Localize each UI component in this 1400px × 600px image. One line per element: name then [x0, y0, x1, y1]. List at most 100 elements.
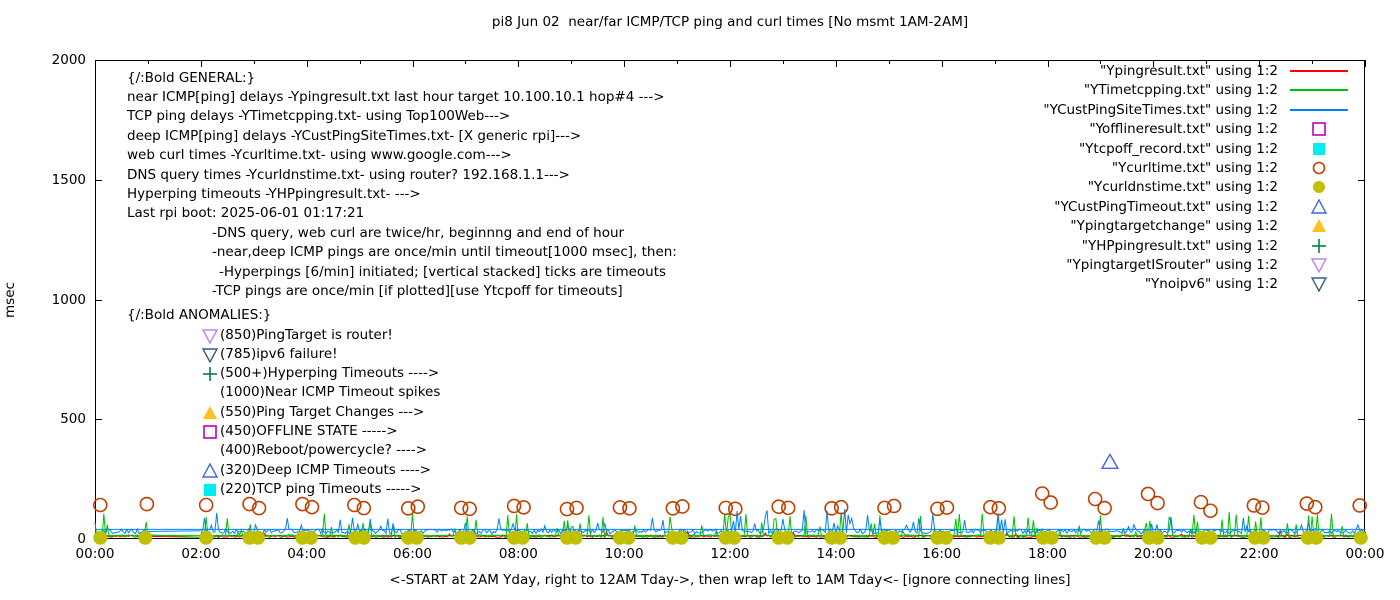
legend-label: "Ycurldnstime.txt" using 1:2 [1087, 179, 1278, 196]
legend-label: "Ypingtargetchange" using 1:2 [1070, 218, 1278, 235]
curl-time-point [1255, 500, 1270, 515]
square-open-icon [203, 425, 217, 439]
legend-row: "YpingtargetISrouter" using 1:2 [900, 256, 1350, 274]
curl-time-point [727, 501, 743, 517]
x-tick-label: 20:00 [1133, 546, 1173, 562]
legend-label: "YCustPingTimeout.txt" using 1:2 [1054, 198, 1278, 215]
triangle-up-filled-icon [203, 405, 217, 419]
dns-time-point [833, 530, 848, 545]
curl-time-point [939, 500, 955, 515]
curl-time-point [410, 499, 426, 514]
curl-time-point [877, 500, 892, 516]
anomaly-item: (320)Deep ICMP Timeouts ----> [202, 462, 431, 479]
curl-time-point [1140, 486, 1156, 502]
legend-label: "Ytcpoff_record.txt" using 1:2 [1078, 140, 1278, 157]
dns-time-point [727, 530, 742, 545]
anomaly-item: (400)Reboot/powercycle? ----> [202, 442, 427, 459]
dns-time-point [1256, 530, 1271, 545]
curl-time-point [1150, 495, 1165, 511]
square-filled-icon [204, 484, 216, 497]
x-tick-label: 08:00 [498, 546, 538, 562]
curl-time-point [251, 500, 267, 516]
general-line: near ICMP[ping] delays -Ypingresult.txt … [127, 88, 665, 105]
general-line: Hyperping timeouts -YHPpingresult.txt- -… [127, 185, 421, 202]
general-line: Last rpi boot: 2025-06-01 01:17:21 [127, 205, 365, 222]
deep-icmp-timeout-point [1100, 452, 1120, 470]
legend-label: "Yofflineresult.txt" using 1:2 [1089, 121, 1278, 138]
legend-label: "YHPpingresult.txt" using 1:2 [1081, 237, 1278, 254]
plus-icon [203, 367, 217, 382]
legend-row: "Ypingresult.txt" using 1:2 [900, 62, 1350, 80]
legend-swatch [1288, 179, 1350, 195]
curl-time-point [1097, 500, 1112, 516]
line-icon [1290, 70, 1348, 72]
curl-time-point [930, 501, 945, 517]
anomaly-label: (1000)Near ICMP Timeout spikes [220, 384, 441, 401]
dns-time-point [1150, 530, 1165, 545]
dns-time-point [199, 530, 214, 545]
general-line: deep ICMP[ping] delays -YCustPingSiteTim… [127, 127, 582, 144]
anomaly-item: (550)Ping Target Changes ---> [202, 404, 424, 421]
dns-time-point [409, 530, 424, 545]
x-tick-label: 04:00 [287, 546, 327, 562]
triangle-up-filled-key [202, 405, 218, 420]
general-line: -DNS query, web curl are twice/hr, begin… [212, 224, 625, 241]
legend-label: "Ypingresult.txt" using 1:2 [1100, 63, 1278, 79]
legend-row: "Ynoipv6" using 1:2 [900, 275, 1350, 293]
circle-filled-icon [1313, 181, 1325, 194]
y-tick-label: 2000 [51, 52, 86, 68]
no-marker-spacer [202, 385, 218, 400]
curl-time-point [242, 496, 257, 512]
anomaly-item: (785)ipv6 failure! [202, 346, 338, 363]
y-tick-label: 1000 [51, 291, 86, 308]
legend-swatch [1288, 82, 1350, 98]
square-open-key [202, 424, 218, 439]
x-tick-label: 14:00 [816, 546, 856, 562]
legend-label: "YCustPingSiteTimes.txt" using 1:2 [1043, 101, 1278, 118]
curl-time-point [622, 501, 637, 516]
general-line: web curl times -Ycurltime.txt- using www… [127, 147, 512, 164]
triangle-down-open-key [202, 328, 218, 344]
legend-label: "Ynoipv6" using 1:2 [1144, 276, 1278, 293]
curl-time-point [453, 500, 469, 516]
curl-time-point [559, 501, 575, 517]
chart-title: pi8 Jun 02 near/far ICMP/TCP ping and cu… [491, 14, 969, 30]
anomaly-label: (220)TCP ping Timeouts -----> [220, 481, 422, 498]
dns-time-point [1353, 530, 1368, 545]
curl-time-point [516, 500, 531, 515]
dns-time-point [138, 530, 153, 545]
legend-label: "YpingtargetISrouter" using 1:2 [1066, 257, 1278, 273]
triangle-down-open-key [202, 347, 218, 363]
dns-time-point [674, 530, 689, 545]
general-line: TCP ping delays -YTimetcpping.txt- using… [127, 108, 511, 125]
legend-row: "YTimetcpping.txt" using 1:2 [900, 81, 1350, 99]
curl-time-point [139, 496, 155, 512]
curl-time-point [983, 499, 998, 515]
anomaly-label: (500+)Hyperping Timeouts ----> [220, 365, 440, 382]
dns-time-point [1203, 530, 1218, 545]
anomaly-item: (850)PingTarget is router! [202, 327, 393, 344]
x-tick-label: 10:00 [604, 546, 644, 562]
dns-time-point [303, 530, 318, 545]
x-tick-label: 12:00 [710, 546, 750, 562]
dns-time-point [462, 530, 477, 545]
dns-time-point [1309, 530, 1324, 545]
no-marker-spacer [202, 443, 218, 458]
anomaly-label: (400)Reboot/powercycle? ----> [220, 442, 427, 459]
legend-swatch [1288, 238, 1350, 254]
legend-label: "YTimetcpping.txt" using 1:2 [1083, 82, 1278, 99]
curl-time-point [1299, 496, 1315, 511]
curl-time-point [675, 499, 690, 514]
legend-swatch [1288, 63, 1350, 79]
y-tick-label: 500 [60, 411, 86, 428]
x-tick-label: 02:00 [181, 546, 221, 562]
legend-label: "Ycurltime.txt" using 1:2 [1111, 160, 1278, 176]
x-tick-label: 00:00 [75, 546, 115, 562]
dns-time-point [250, 530, 265, 545]
x-tick-label: 06:00 [393, 546, 432, 562]
general-line: DNS query times -Ycurldnstime.txt- using… [127, 166, 570, 183]
curl-time-point [1193, 494, 1209, 510]
dns-time-point [621, 530, 636, 545]
legend-swatch [1288, 276, 1350, 293]
square-filled-key [202, 482, 218, 497]
